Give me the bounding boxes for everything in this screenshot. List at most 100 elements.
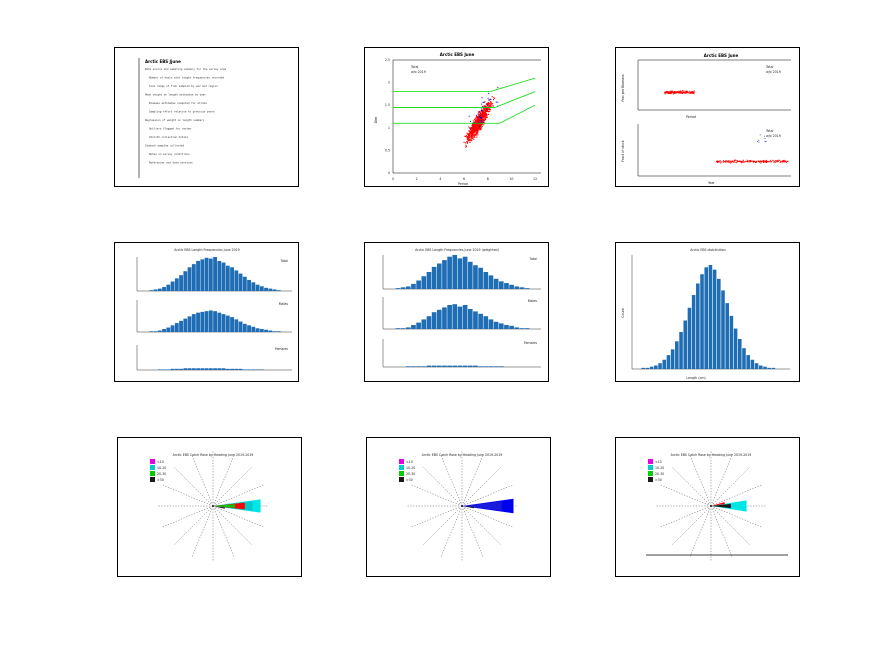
rose-spoke: [212, 505, 253, 546]
hist-single-bar: [704, 267, 709, 369]
scatter-point: [470, 137, 473, 139]
hist-bar: [251, 369, 256, 370]
hist-single-bar: [721, 290, 725, 369]
hist-bar: [264, 329, 268, 332]
rose-spoke: [212, 505, 264, 528]
scatter-point: [489, 104, 491, 107]
scatter-point: [474, 122, 476, 124]
scatter-point: [485, 106, 487, 108]
top-point: [665, 92, 667, 94]
scatter-point: [472, 132, 474, 135]
scatter-point: [473, 134, 476, 136]
bottom-point: [782, 161, 784, 163]
text-summary-line: Mean weight at length estimates by year: [145, 93, 206, 97]
bottom-point: [733, 161, 735, 163]
scatter-point: [480, 115, 482, 117]
bottom-point: [723, 161, 725, 163]
scatter-point: [475, 128, 477, 131]
scatter-point-alt: [483, 101, 485, 103]
bottom-legend-1: w/o 2019: [766, 134, 781, 138]
scatter-y-tick: 1: [388, 126, 390, 130]
scatter-point: [466, 136, 468, 138]
hist-bar: [157, 330, 162, 332]
hist-bar: [509, 325, 514, 329]
scatter-point: [489, 102, 491, 104]
bottom-point: [734, 159, 736, 161]
scatter-point: [475, 132, 477, 134]
hist-bar: [208, 368, 213, 370]
hist-bar: [217, 368, 222, 370]
scatter-point: [487, 110, 489, 112]
top-point: [674, 92, 676, 94]
scatter-point: [484, 110, 486, 112]
hist-bar: [225, 315, 230, 332]
bottom-point: [763, 161, 765, 163]
scatter-point: [482, 110, 484, 112]
scatter-point: [480, 118, 482, 120]
scatter-point-alt: [497, 101, 499, 103]
hist-subplot-label: Total: [529, 257, 538, 261]
scatter-point: [464, 135, 466, 137]
hist-single-bar: [662, 359, 667, 369]
bottom-point: [767, 160, 769, 162]
scatter-point: [493, 97, 496, 99]
bottom-point: [747, 161, 749, 163]
top-point: [667, 92, 669, 94]
top-point: [681, 92, 683, 94]
scatter-point: [472, 125, 474, 127]
hist-bar: [268, 288, 273, 291]
top-point: [666, 92, 668, 94]
rose-spoke: [461, 484, 513, 507]
scatter-point: [482, 117, 484, 119]
hist-bar: [234, 319, 239, 332]
hist-bar: [462, 365, 468, 367]
bottom-point: [735, 159, 737, 161]
bottom-point: [755, 161, 757, 163]
bottom-point: [774, 160, 776, 162]
bottom-point: [723, 160, 725, 162]
bottom-point-alt: [765, 141, 767, 142]
bottom-point: [760, 161, 762, 163]
scatter-point: [474, 119, 476, 121]
rose-legend-label: 20-30: [157, 472, 166, 476]
top-point: [672, 91, 674, 93]
top-point: [674, 90, 676, 92]
rose-legend-swatch: [150, 459, 155, 464]
bottom-point: [764, 161, 766, 162]
text-summary-svg: Arctic EBS Jjune Data source and samplin…: [138, 58, 227, 178]
bottom-point: [750, 161, 752, 162]
top-point: [666, 91, 668, 93]
bottom-point: [783, 160, 785, 162]
hist-bar: [264, 287, 268, 291]
top-point: [670, 92, 672, 94]
hist-bar: [426, 272, 432, 289]
bottom-point: [740, 161, 742, 163]
scatter-point: [489, 106, 491, 108]
scatter-point-alt: [488, 99, 490, 101]
scatter-point: [481, 118, 483, 120]
top-point: [683, 91, 685, 93]
scatter-point: [471, 127, 473, 129]
bottom-point: [776, 160, 778, 162]
text-summary-line: Stomach samples collected: [145, 144, 184, 148]
hist-bar: [462, 256, 468, 289]
text-summary-line: Otolith collection totals: [149, 135, 188, 139]
rose-wedge: [213, 504, 235, 508]
hist-single-bar: [767, 367, 771, 369]
rose-wedge: [213, 506, 225, 509]
bottom-point-alt: [764, 138, 766, 140]
scatter-point: [478, 126, 480, 128]
hist-bar: [478, 366, 483, 367]
scatter-points: [463, 86, 499, 148]
scatter-point: [475, 125, 477, 127]
histogram-single-svg: Arctic EBS distribution Length (cm) Coun…: [621, 248, 790, 380]
top-point: [688, 90, 690, 92]
hist-bar: [405, 327, 411, 329]
bottom-point: [762, 160, 764, 161]
scatter-guide-line: [393, 77, 536, 93]
scatter-point: [465, 146, 467, 148]
hist-b-title: Arctic EBS Length Frequencies June 2019 …: [415, 248, 499, 252]
bottom-point: [783, 161, 785, 163]
scatter-point: [488, 108, 490, 111]
bottom-point: [718, 161, 720, 163]
